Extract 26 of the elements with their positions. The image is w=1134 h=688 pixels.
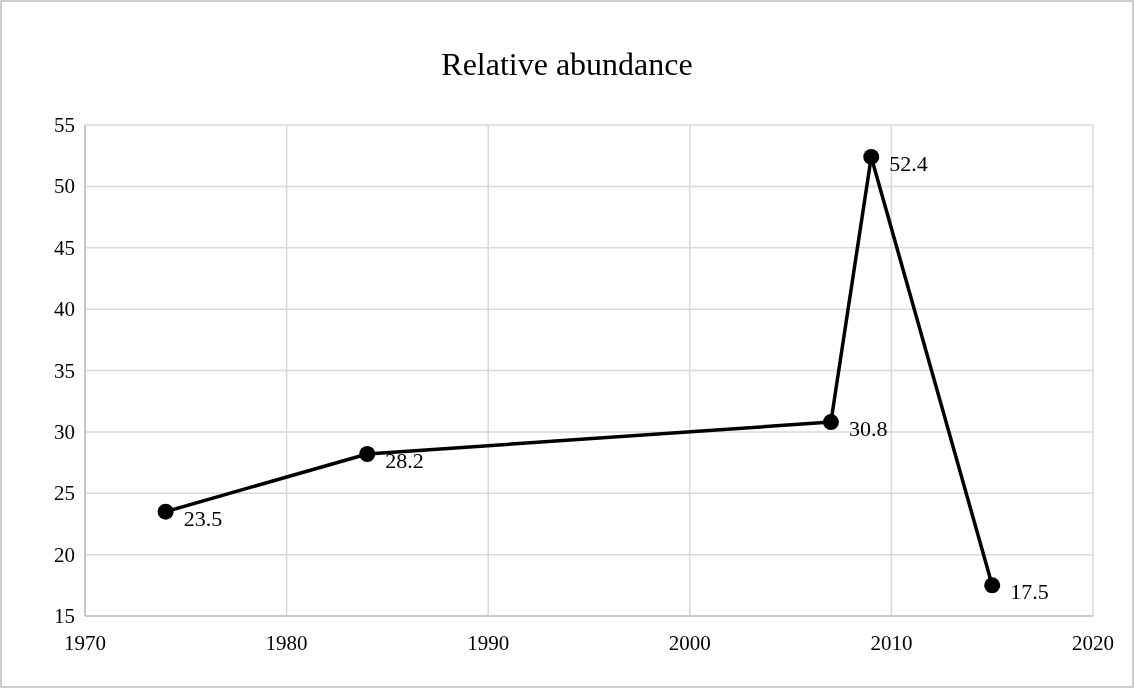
y-tick-label: 40: [54, 297, 75, 322]
point: [863, 148, 880, 165]
x-tick-label: 2010: [870, 631, 913, 655]
y-tick-label: 15: [54, 604, 75, 628]
data-label: 28.2: [385, 447, 424, 473]
y-tick-label: 35: [54, 358, 75, 383]
x-tick-label: 2020: [1072, 631, 1114, 655]
y-tick-label: 30: [54, 419, 75, 444]
point: [984, 577, 1001, 594]
y-tick-label: 55: [54, 113, 75, 137]
point: [359, 445, 376, 462]
data-label: 17.5: [1010, 579, 1049, 605]
x-tick-label: 1990: [467, 631, 510, 655]
y-tick-label: 20: [54, 542, 75, 567]
data-label: 30.8: [848, 416, 888, 442]
y-tick-label: 50: [54, 174, 75, 199]
point: [157, 503, 174, 520]
chart-title: Relative abundance: [441, 46, 693, 82]
y-tick-label: 25: [54, 481, 75, 506]
y-tick-label: 45: [54, 235, 75, 260]
data-label: 52.4: [889, 150, 928, 176]
x-tick-label: 1980: [265, 631, 308, 655]
x-tick-label: 1970: [64, 631, 106, 655]
x-tick-label: 2000: [668, 631, 711, 655]
point: [822, 414, 839, 431]
data-label: 23.5: [183, 505, 223, 531]
